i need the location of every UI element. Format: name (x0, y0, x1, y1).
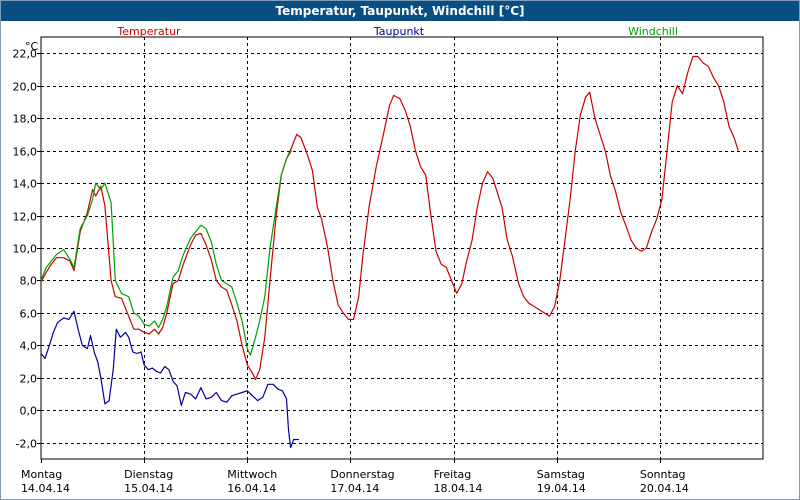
y-tick-label: 4,0 (20, 340, 38, 353)
legend-windchill: Windchill (628, 25, 678, 38)
x-tick-label-date: 16.04.14 (227, 482, 276, 495)
y-tick-label: 8,0 (20, 275, 38, 288)
x-tick-label-weekday: Mittwoch (227, 468, 277, 481)
series-line-windchill (40, 150, 293, 356)
series-line-temperatur (40, 55, 739, 381)
legend-taupunkt: Taupunkt (373, 25, 425, 38)
x-tick-label-weekday: Donnerstag (330, 468, 394, 481)
y-tick-label: 10,0 (13, 243, 38, 256)
series-line-taupunkt (40, 310, 299, 449)
x-tick-label-weekday: Samstag (537, 468, 585, 481)
y-tick-label: 14,0 (13, 178, 38, 191)
line-chart: 22,0 20,0 18,0 16,0 14,0 12,0 10,0 8,0 6,0 4,0 2,0… (13, 25, 764, 495)
y-axis-unit: °C (25, 40, 39, 53)
y-tick-label: -2,0 (16, 438, 37, 451)
x-tick-label-date: 19.04.14 (537, 482, 586, 495)
x-tick-label-weekday: Sonntag (640, 468, 686, 481)
x-tick-label-weekday: Dienstag (124, 468, 173, 481)
y-tick-label: 6,0 (20, 308, 38, 321)
x-tick-label-weekday: Montag (21, 468, 62, 481)
legend-temperatur: Temperatur (116, 25, 181, 38)
y-tick-label: 22,0 (13, 48, 38, 61)
y-tick-label: 0,0 (20, 405, 38, 418)
x-tick-label-date: 15.04.14 (124, 482, 173, 495)
y-tick-label: 20,0 (13, 81, 38, 94)
x-tick-label-date: 20.04.14 (640, 482, 689, 495)
y-tick-label: 18,0 (13, 113, 38, 126)
y-tick-label: 12,0 (13, 211, 38, 224)
y-tick-label: 16,0 (13, 146, 38, 159)
window-title: Temperatur, Taupunkt, Windchill [°C] (1, 1, 799, 21)
x-tick-label-date: 14.04.14 (21, 482, 70, 495)
x-tick-label-weekday: Freitag (434, 468, 472, 481)
x-tick-label-date: 17.04.14 (330, 482, 379, 495)
x-tick-label-date: 18.04.14 (434, 482, 483, 495)
y-tick-label: 2,0 (20, 373, 38, 386)
